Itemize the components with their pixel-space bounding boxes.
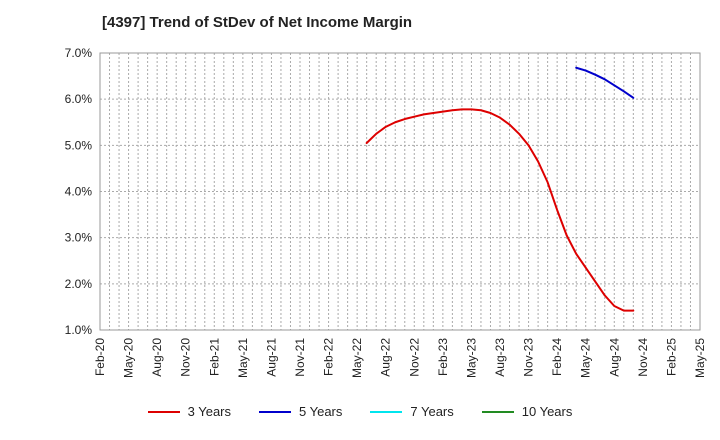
y-tick-label: 5.0% [65, 138, 93, 152]
legend-label: 5 Years [299, 404, 343, 419]
x-tick-label: Feb-23 [436, 338, 450, 376]
legend-label: 10 Years [521, 404, 573, 419]
series-line-5-years [575, 66, 635, 99]
x-tick-label: Feb-22 [322, 338, 336, 376]
x-tick-label: May-22 [350, 338, 364, 378]
legend-label: 7 Years [410, 404, 454, 419]
legend-swatch [481, 410, 514, 413]
x-tick-label: May-23 [464, 338, 478, 378]
y-tick-label: 1.0% [65, 323, 93, 337]
legend-swatch [370, 410, 403, 413]
x-tick-label: Aug-24 [607, 338, 621, 377]
y-tick-label: 2.0% [65, 277, 93, 291]
grid [100, 53, 700, 330]
chart-plot: 1.0% 2.0% 3.0% 4.0% 5.0% 6.0% 7.0% Feb-20 May-2… [65, 46, 707, 378]
series-line-3-years [365, 108, 635, 312]
x-tick-label: Feb-21 [207, 338, 221, 376]
legend: 3 Years 5 Years 7 Years 10 Years [0, 404, 720, 419]
legend-swatch [147, 410, 180, 413]
x-tick-label: May-24 [579, 338, 593, 378]
x-tick-label: Feb-25 [664, 338, 678, 376]
legend-item-10-years: 10 Years [481, 404, 573, 419]
legend-swatch [259, 410, 291, 413]
legend-item-5-years: 5 Years [259, 404, 342, 419]
x-tick-label: Nov-21 [293, 338, 307, 377]
x-tick-label: May-25 [693, 338, 707, 378]
x-tick-label: Aug-21 [264, 338, 278, 377]
y-tick-label: 6.0% [65, 92, 93, 106]
x-tick-label: Nov-23 [522, 338, 536, 377]
x-tick-label: Nov-20 [179, 338, 193, 377]
y-tick-label: 7.0% [65, 46, 93, 60]
x-tick-label: Feb-24 [550, 338, 564, 376]
legend-item-3-years: 3 Years [147, 404, 231, 419]
series-lines [365, 66, 635, 312]
x-tick-label: Aug-22 [379, 338, 393, 377]
x-tick-label: Nov-24 [636, 338, 650, 377]
y-tick-label: 4.0% [65, 185, 93, 199]
chart-title: [4397] Trend of StDev of Net Income Marg… [102, 14, 413, 31]
x-tick-label: May-21 [236, 338, 250, 378]
y-tick-label: 3.0% [65, 231, 93, 245]
x-tick-label: May-20 [122, 338, 136, 378]
x-tick-label: Aug-20 [150, 338, 164, 377]
x-axis-ticks: Feb-20 May-20 Aug-20 Nov-20 Feb-21 May-21 Aug-… [93, 338, 707, 378]
plot-frame [99, 52, 701, 331]
x-tick-label: Feb-20 [93, 338, 107, 376]
x-tick-label: Aug-23 [493, 338, 507, 377]
legend-item-7-years: 7 Years [370, 404, 454, 419]
legend-label: 3 Years [187, 404, 231, 419]
y-axis-ticks: 1.0% 2.0% 3.0% 4.0% 5.0% 6.0% 7.0% [65, 46, 93, 337]
x-tick-label: Nov-22 [407, 338, 421, 377]
